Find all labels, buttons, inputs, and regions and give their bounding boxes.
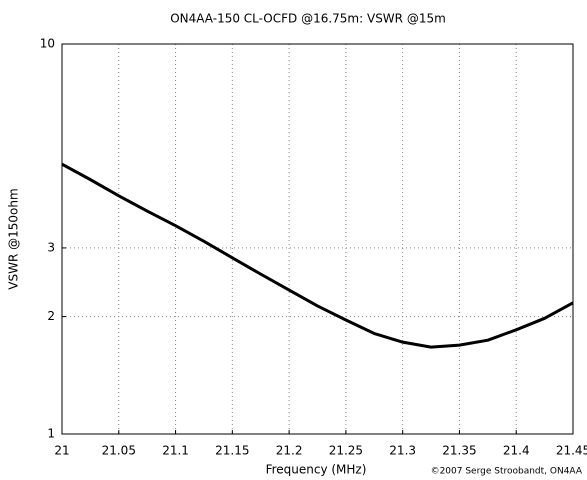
- y-axis-label: VSWR @150ohm: [7, 188, 21, 289]
- x-tick-label: 21.4: [503, 444, 530, 458]
- x-tick-label: 21.45: [556, 444, 587, 458]
- x-tick-label: 21.15: [215, 444, 249, 458]
- chart-title: ON4AA-150 CL-OCFD @16.75m: VSWR @15m: [170, 12, 446, 26]
- y-tick-label: 10: [40, 37, 55, 51]
- x-tick-label: 21.1: [162, 444, 189, 458]
- x-tick-label: 21.05: [102, 444, 136, 458]
- x-tick-label: 21.35: [442, 444, 476, 458]
- x-tick-label: 21: [54, 444, 69, 458]
- y-tick-label: 1: [47, 427, 55, 441]
- x-axis-label: Frequency (MHz): [266, 463, 367, 477]
- copyright: ©2007 Serge Stroobandt, ON4AA: [431, 467, 583, 477]
- y-tick-label: 3: [47, 240, 55, 254]
- y-tick-label: 2: [47, 309, 55, 323]
- vswr-line: [61, 162, 574, 349]
- x-tick-label: 21.25: [329, 444, 363, 458]
- plot-frame: [61, 43, 574, 435]
- x-tick-label: 21.2: [276, 444, 303, 458]
- x-tick-label: 21.3: [389, 444, 416, 458]
